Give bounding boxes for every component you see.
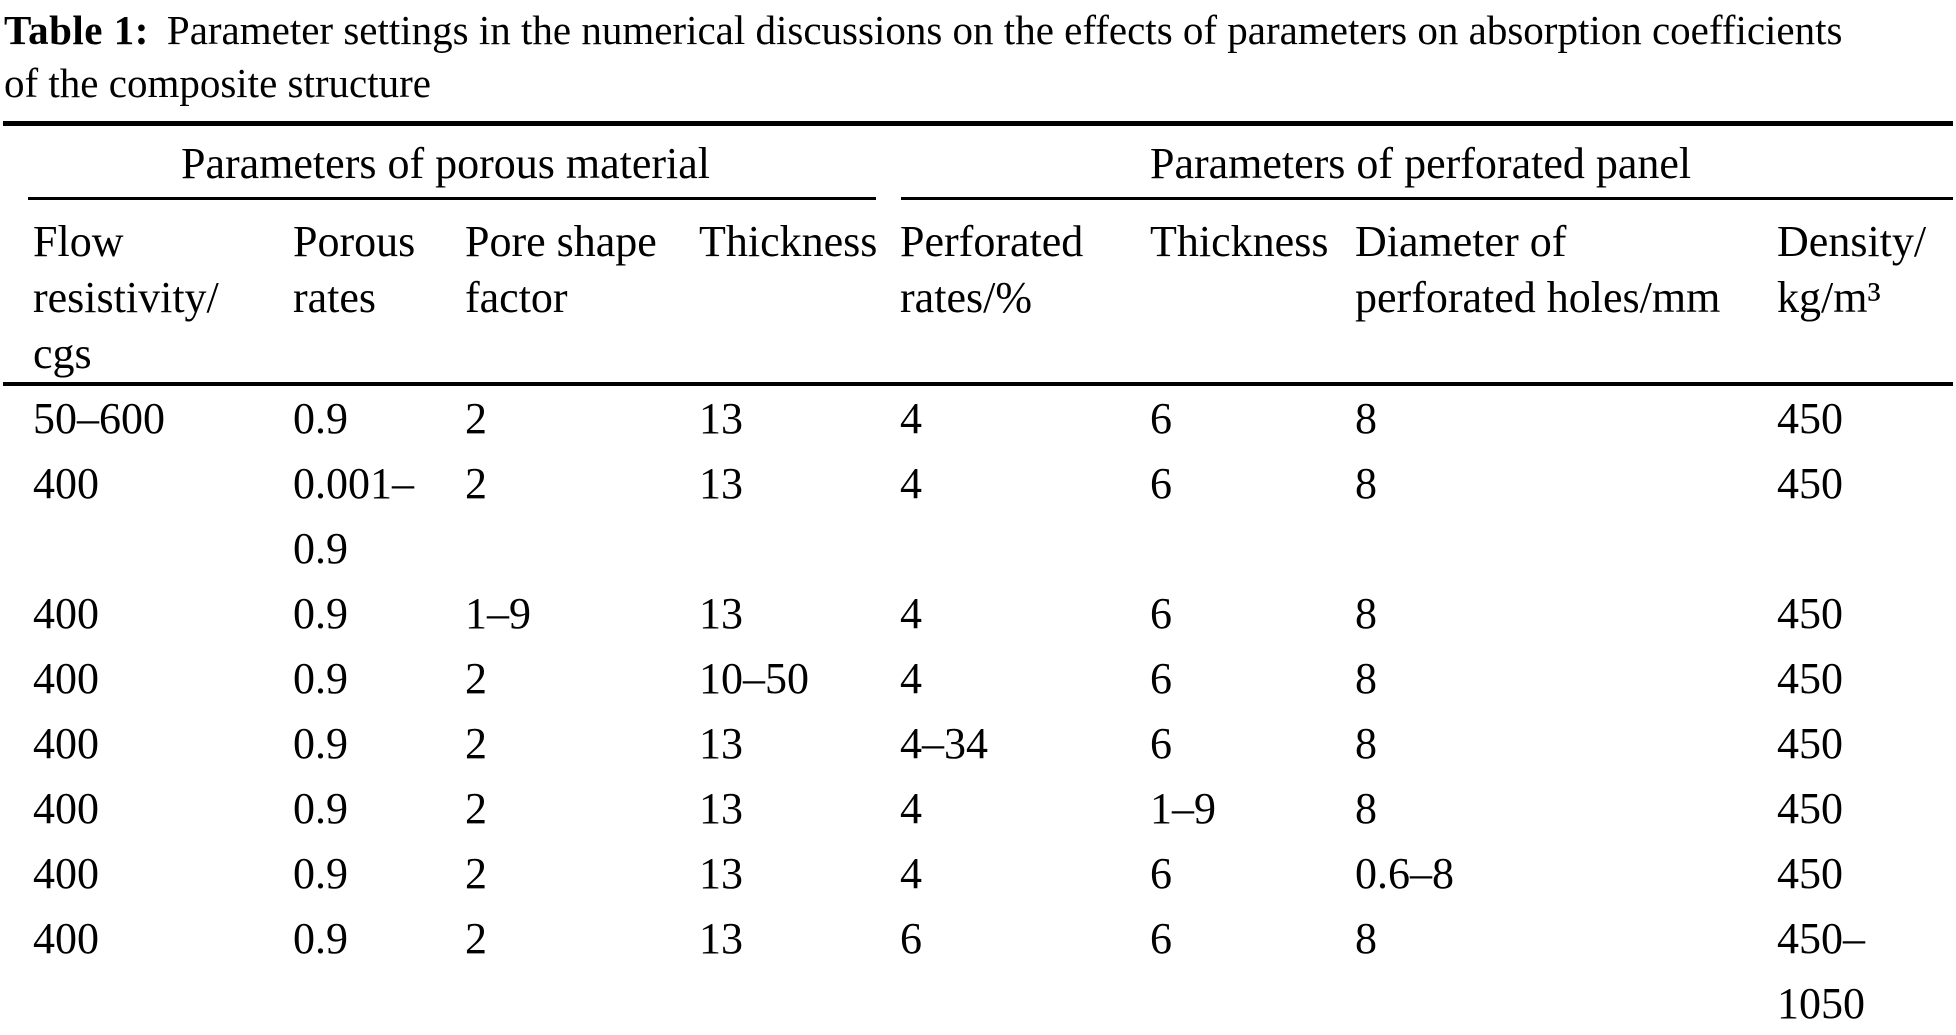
cell-r2-c3: 2 bbox=[465, 459, 487, 508]
cell-r4-c8: 450 bbox=[1777, 654, 1844, 703]
cell-r2-c8: 450 bbox=[1777, 459, 1844, 508]
table-row: 50–600 0.9 2 13 4 6 8 450 bbox=[3, 384, 1953, 451]
cell-r1-c5: 4 bbox=[900, 394, 923, 443]
cell-r1-c8: 450 bbox=[1777, 394, 1844, 443]
col-header-perforated-rates: Perforated rates/% bbox=[888, 200, 1151, 386]
cell-r1-c7: 8 bbox=[1355, 394, 1378, 443]
group-header-perforated-panel: Parameters of perforated panel bbox=[888, 124, 1954, 201]
cell-r8-c5: 6 bbox=[900, 914, 923, 963]
table-row: 400 0.9 2 13 4 6 0.6–8 450 bbox=[3, 841, 1953, 906]
cell-r6-c8: 450 bbox=[1777, 784, 1844, 833]
cell-r4-c1: 400 bbox=[33, 654, 99, 703]
cell-r7-c3: 2 bbox=[465, 849, 487, 898]
cell-r7-c1: 400 bbox=[33, 849, 99, 898]
col-header-flow-resistivity: Flow resistivity/ cgs bbox=[3, 200, 293, 386]
cell-r8-c4: 13 bbox=[699, 914, 743, 963]
group-header-row: Parameters of porous material Parameters… bbox=[3, 124, 1954, 201]
cell-r4-c4: 10–50 bbox=[699, 654, 809, 703]
table-caption: Table 1: Parameter settings in the numeri… bbox=[0, 0, 1956, 110]
cell-r4-c3: 2 bbox=[465, 654, 487, 703]
cell-r5-c1: 400 bbox=[33, 719, 99, 768]
cell-r3-c6: 6 bbox=[1150, 589, 1173, 638]
cell-r4-c5: 4 bbox=[900, 654, 923, 703]
cell-r5-c2: 0.9 bbox=[293, 719, 348, 768]
cell-r6-c7: 8 bbox=[1355, 784, 1378, 833]
col-header-pore-shape-factor: Pore shape factor bbox=[465, 200, 699, 386]
table-caption-label: Table 1: bbox=[4, 7, 149, 53]
cell-r6-c3: 2 bbox=[465, 784, 487, 833]
cell-r2-c1: 400 bbox=[33, 459, 99, 508]
cell-r2-c4: 13 bbox=[699, 459, 743, 508]
cell-r5-c8: 450 bbox=[1777, 719, 1844, 768]
cell-r1-c6: 6 bbox=[1150, 394, 1173, 443]
cell-r5-c7: 8 bbox=[1355, 719, 1378, 768]
cell-r3-c5: 4 bbox=[900, 589, 923, 638]
cell-r8-c1: 400 bbox=[33, 914, 99, 963]
cell-r4-c2: 0.9 bbox=[293, 654, 348, 703]
table-row: 400 0.9 2 13 4–34 6 8 450 bbox=[3, 711, 1953, 776]
column-header-row: Flow resistivity/ cgs Porous rates Pore … bbox=[3, 200, 1954, 386]
table-row: 400 0.001–0.9 2 13 4 6 8 450 bbox=[3, 451, 1953, 581]
table-row: 400 0.9 2 10–50 4 6 8 450 bbox=[3, 646, 1953, 711]
cell-r7-c2: 0.9 bbox=[293, 849, 348, 898]
table-caption-text-1: Parameter settings in the numerical disc… bbox=[166, 7, 1843, 53]
cell-r6-c6: 1–9 bbox=[1150, 784, 1217, 833]
table-caption-line-1: Table 1: Parameter settings in the numeri… bbox=[4, 4, 1954, 57]
table-caption-line-2: of the composite structure bbox=[4, 60, 431, 106]
cell-r6-c1: 400 bbox=[33, 784, 99, 833]
cell-r7-c6: 6 bbox=[1150, 849, 1173, 898]
cell-r7-c7: 0.6–8 bbox=[1355, 849, 1455, 898]
cell-r6-c4: 13 bbox=[699, 784, 743, 833]
cell-r7-c5: 4 bbox=[900, 849, 923, 898]
cell-r3-c7: 8 bbox=[1355, 589, 1378, 638]
cell-r1-c4: 13 bbox=[699, 394, 743, 443]
cell-r7-c8: 450 bbox=[1777, 849, 1844, 898]
cell-r1-c2: 0.9 bbox=[293, 394, 348, 443]
cell-r3-c3: 1–9 bbox=[465, 589, 531, 638]
table-row: 400 0.9 2 13 4 1–9 8 450 bbox=[3, 776, 1953, 841]
table-row: 400 0.9 1–9 13 4 6 8 450 bbox=[3, 581, 1953, 646]
cell-r2-c6: 6 bbox=[1150, 459, 1173, 508]
col-header-hole-diameter: Diameter of perforated holes/mm bbox=[1355, 200, 1778, 386]
cell-r2-c2: 0.001–0.9 bbox=[293, 459, 414, 573]
table-head: Parameters of porous material Parameters… bbox=[3, 124, 1954, 386]
col-header-density: Density/ kg/m³ bbox=[1777, 200, 1954, 386]
cell-r6-c5: 4 bbox=[900, 784, 923, 833]
cell-r1-c3: 2 bbox=[465, 394, 487, 443]
cell-r3-c1: 400 bbox=[33, 589, 99, 638]
cell-r8-c2: 0.9 bbox=[293, 914, 348, 963]
cell-r3-c2: 0.9 bbox=[293, 589, 348, 638]
cell-r3-c4: 13 bbox=[699, 589, 743, 638]
table-body: 50–600 0.9 2 13 4 6 8 450 400 0.001–0.9 2 13 4 6 8 450 4… bbox=[3, 384, 1953, 1035]
col-header-thickness-porous: Thickness bbox=[699, 200, 889, 386]
table-row: 400 0.9 2 13 6 6 8 450–1050 bbox=[3, 906, 1953, 1035]
cell-r4-c6: 6 bbox=[1150, 654, 1173, 703]
col-header-thickness-panel: Thickness bbox=[1150, 200, 1356, 386]
cell-r2-c7: 8 bbox=[1355, 459, 1378, 508]
parameter-settings-table: Parameters of porous material Parameters… bbox=[3, 121, 1954, 1035]
col-header-porous-rates: Porous rates bbox=[293, 200, 465, 386]
cell-r3-c8: 450 bbox=[1777, 589, 1844, 638]
cell-r7-c4: 13 bbox=[699, 849, 743, 898]
cell-r8-c6: 6 bbox=[1150, 914, 1173, 963]
cell-r5-c6: 6 bbox=[1150, 719, 1173, 768]
cell-r5-c4: 13 bbox=[699, 719, 743, 768]
cell-r2-c5: 4 bbox=[900, 459, 923, 508]
cell-r1-c1: 50–600 bbox=[33, 394, 165, 443]
cell-r4-c7: 8 bbox=[1355, 654, 1378, 703]
cell-r8-c3: 2 bbox=[465, 914, 487, 963]
group-header-porous-material: Parameters of porous material bbox=[3, 124, 888, 201]
cell-r5-c5: 4–34 bbox=[900, 719, 989, 768]
cell-r8-c8: 450–1050 bbox=[1777, 914, 1866, 1028]
cell-r5-c3: 2 bbox=[465, 719, 487, 768]
cell-r6-c2: 0.9 bbox=[293, 784, 348, 833]
cell-r8-c7: 8 bbox=[1355, 914, 1378, 963]
